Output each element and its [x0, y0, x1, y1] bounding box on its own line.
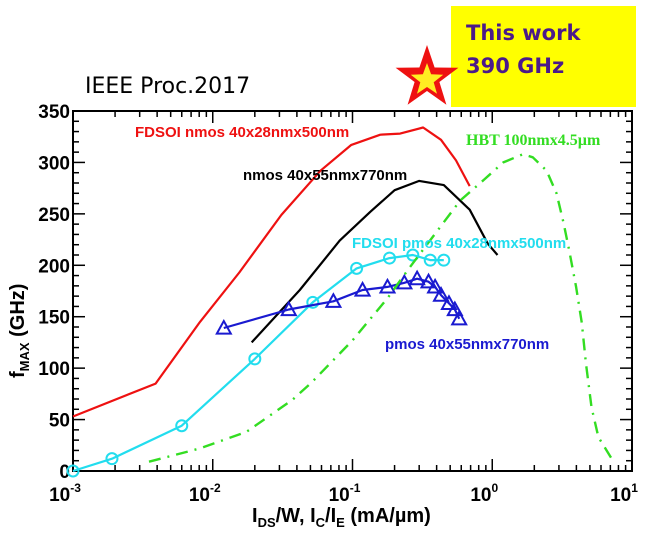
x-tick-labels: 10-3 10-2 10-1 100 101 [49, 481, 638, 506]
data-point-triangle [419, 272, 438, 289]
x-tick-label: 10-2 [189, 481, 221, 506]
series-nmos-40x55nmx770nm [250, 179, 499, 344]
y-tick-label: 0 [59, 462, 70, 483]
y-tick-label: 150 [38, 308, 70, 329]
series-pmos-40x55nmx770nm [215, 269, 468, 335]
y-axis-title: fMAX (GHz) [7, 284, 32, 378]
x-tick-base: 10 [470, 485, 491, 506]
data-point-circle [437, 253, 451, 267]
x-axis-title-part: /W, I [276, 505, 316, 527]
x-tick-label: 10-1 [329, 481, 361, 506]
data-point-triangle [215, 318, 233, 335]
y-tick-label: 350 [38, 102, 70, 123]
data-point-circle [350, 261, 364, 275]
y-axis-title-sub: MAX [17, 342, 32, 371]
series-hbt-100nmx4-5-m [148, 152, 613, 463]
x-tick-base: 10 [329, 485, 350, 506]
y-tick-label: 300 [38, 153, 70, 174]
x-tick-label: 10-3 [49, 481, 81, 506]
data-point-triangle [378, 277, 397, 294]
x-tick-exponent: 1 [631, 481, 638, 495]
data-point-triangle [426, 277, 444, 294]
series-line [148, 152, 613, 463]
legend-label-fdsoi-nmos: FDSOI nmos 40x28nmx500nm [135, 124, 349, 141]
data-point-circle [66, 464, 80, 478]
data-point-triangle [450, 309, 468, 326]
x-tick-exponent: -3 [70, 481, 81, 495]
x-axis-title-part: I [252, 505, 258, 527]
series-line [250, 179, 499, 344]
annotation-line-1: This work [466, 21, 581, 45]
data-point-circle [105, 452, 119, 466]
x-tick-exponent: 0 [491, 481, 498, 495]
x-axis-title-sub: DS [258, 515, 276, 530]
x-axis-title: IDS/W, IC/IE (mA/µm) [252, 505, 431, 530]
source-label: IEEE Proc.2017 [85, 74, 250, 99]
y-tick-label: 100 [38, 359, 70, 380]
y-axis-title-unit: (GHz) [7, 284, 29, 343]
x-axis-title-part: (mA/µm) [345, 505, 431, 527]
axis-ticks [72, 110, 632, 472]
data-point-triangle [280, 300, 298, 317]
x-tick-exponent: -2 [210, 481, 221, 495]
y-tick-label: 50 [49, 411, 70, 432]
data-point-circle [406, 248, 420, 262]
x-tick-label: 100 [470, 481, 498, 506]
x-axis-title-sub: C [316, 515, 326, 530]
x-tick-label: 101 [610, 481, 638, 506]
legend-label-fdsoi-pmos: FDSOI pmos 40x28nmx500nm [352, 235, 566, 252]
data-point-triangle [408, 269, 426, 286]
x-tick-base: 10 [189, 485, 210, 506]
series-layer [66, 126, 613, 478]
data-point-circle [383, 251, 397, 265]
data-point-triangle [432, 286, 450, 302]
x-axis-title-part: /I [325, 505, 336, 527]
data-point-circle [248, 352, 262, 366]
annotation-line-2: 390 GHz [466, 54, 564, 78]
data-point-triangle [324, 292, 343, 308]
star-inner [410, 63, 444, 94]
data-point-circle [423, 253, 437, 267]
data-point-circle [175, 419, 189, 433]
data-point-triangle [353, 280, 372, 297]
x-tick-base: 10 [49, 485, 70, 506]
x-tick-base: 10 [610, 485, 631, 506]
data-point-circle [306, 295, 320, 309]
annotation-box [451, 6, 636, 107]
x-axis-title-sub: E [336, 515, 345, 530]
legend-label-nmos: nmos 40x55nmx770nm [243, 167, 407, 184]
data-point-triangle [395, 273, 414, 290]
series-fdsoi-nmos-40x28nmx500nm [72, 126, 471, 418]
series-fdsoi-pmos-40x28nmx500nm [66, 248, 451, 478]
y-tick-label: 250 [38, 205, 70, 226]
star-icon [395, 45, 459, 105]
legend-label-pmos: pmos 40x55nmx770nm [385, 336, 549, 353]
plot-frame [72, 110, 633, 472]
series-line [72, 253, 444, 473]
series-line [72, 126, 471, 418]
legend-label-hbt: HBT 100nmx4.5µm [466, 132, 601, 149]
y-tick-labels: 0 50 100 150 200 250 300 350 [38, 102, 70, 483]
y-axis-title-main: f [7, 371, 29, 378]
data-point-triangle [446, 300, 464, 317]
y-tick-label: 200 [38, 256, 70, 277]
series-line [223, 277, 461, 330]
x-tick-exponent: -1 [350, 481, 361, 495]
data-point-triangle [440, 294, 458, 310]
